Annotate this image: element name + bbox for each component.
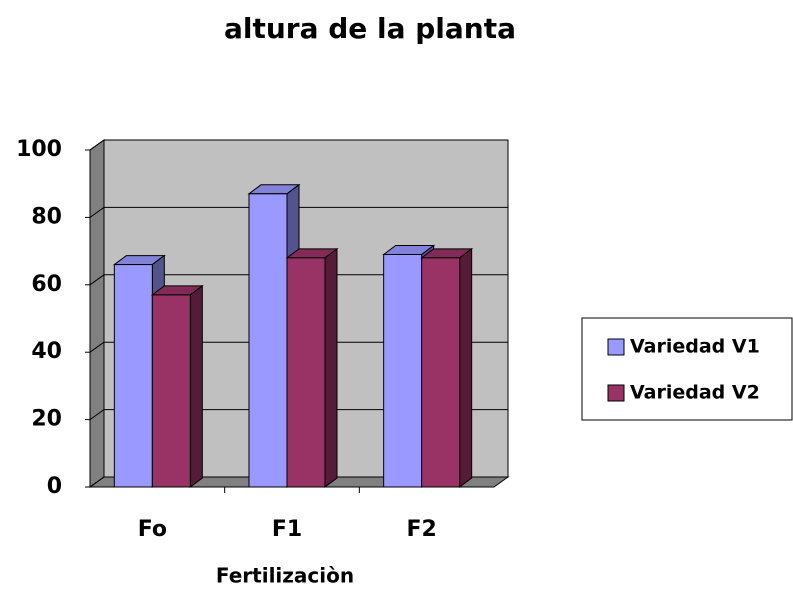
bar [151,294,191,488]
grid-line [89,341,105,353]
x-axis-title: Fertilizaciòn [216,564,354,588]
grid-line [89,274,105,286]
bar-side [459,247,473,488]
legend-box [581,317,793,421]
y-tick-label: 100 [16,137,62,162]
bar [286,257,326,488]
bar [248,193,288,488]
legend-label: Variedad V1 [630,336,760,358]
y-tick-label: 80 [31,204,62,229]
bar [383,253,423,488]
x-tick-label: F2 [406,517,436,542]
bar [421,257,461,488]
x-tick-label: Fo [138,517,167,542]
chart-title: altura de la planta [224,12,516,45]
y-tick-label: 40 [31,339,62,364]
y-tick-label: 20 [31,407,62,432]
bar-side [324,247,338,488]
x-tick-label: F1 [272,517,302,542]
legend-swatch [607,338,625,356]
bar [113,264,153,488]
bar-side [189,284,203,488]
grid-line [89,206,105,218]
legend-label: Variedad V2 [630,382,760,404]
y-tick-label: 0 [47,474,62,499]
grid-line [89,139,105,151]
grid-line [89,409,105,421]
side-wall [89,139,105,488]
y-tick-label: 60 [31,272,62,297]
grid-line [89,476,105,488]
legend-swatch [607,384,625,402]
